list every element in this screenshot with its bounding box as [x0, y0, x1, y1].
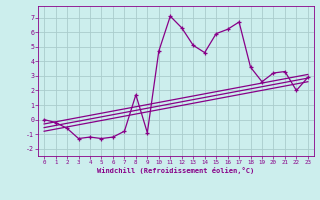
X-axis label: Windchill (Refroidissement éolien,°C): Windchill (Refroidissement éolien,°C) [97, 167, 255, 174]
